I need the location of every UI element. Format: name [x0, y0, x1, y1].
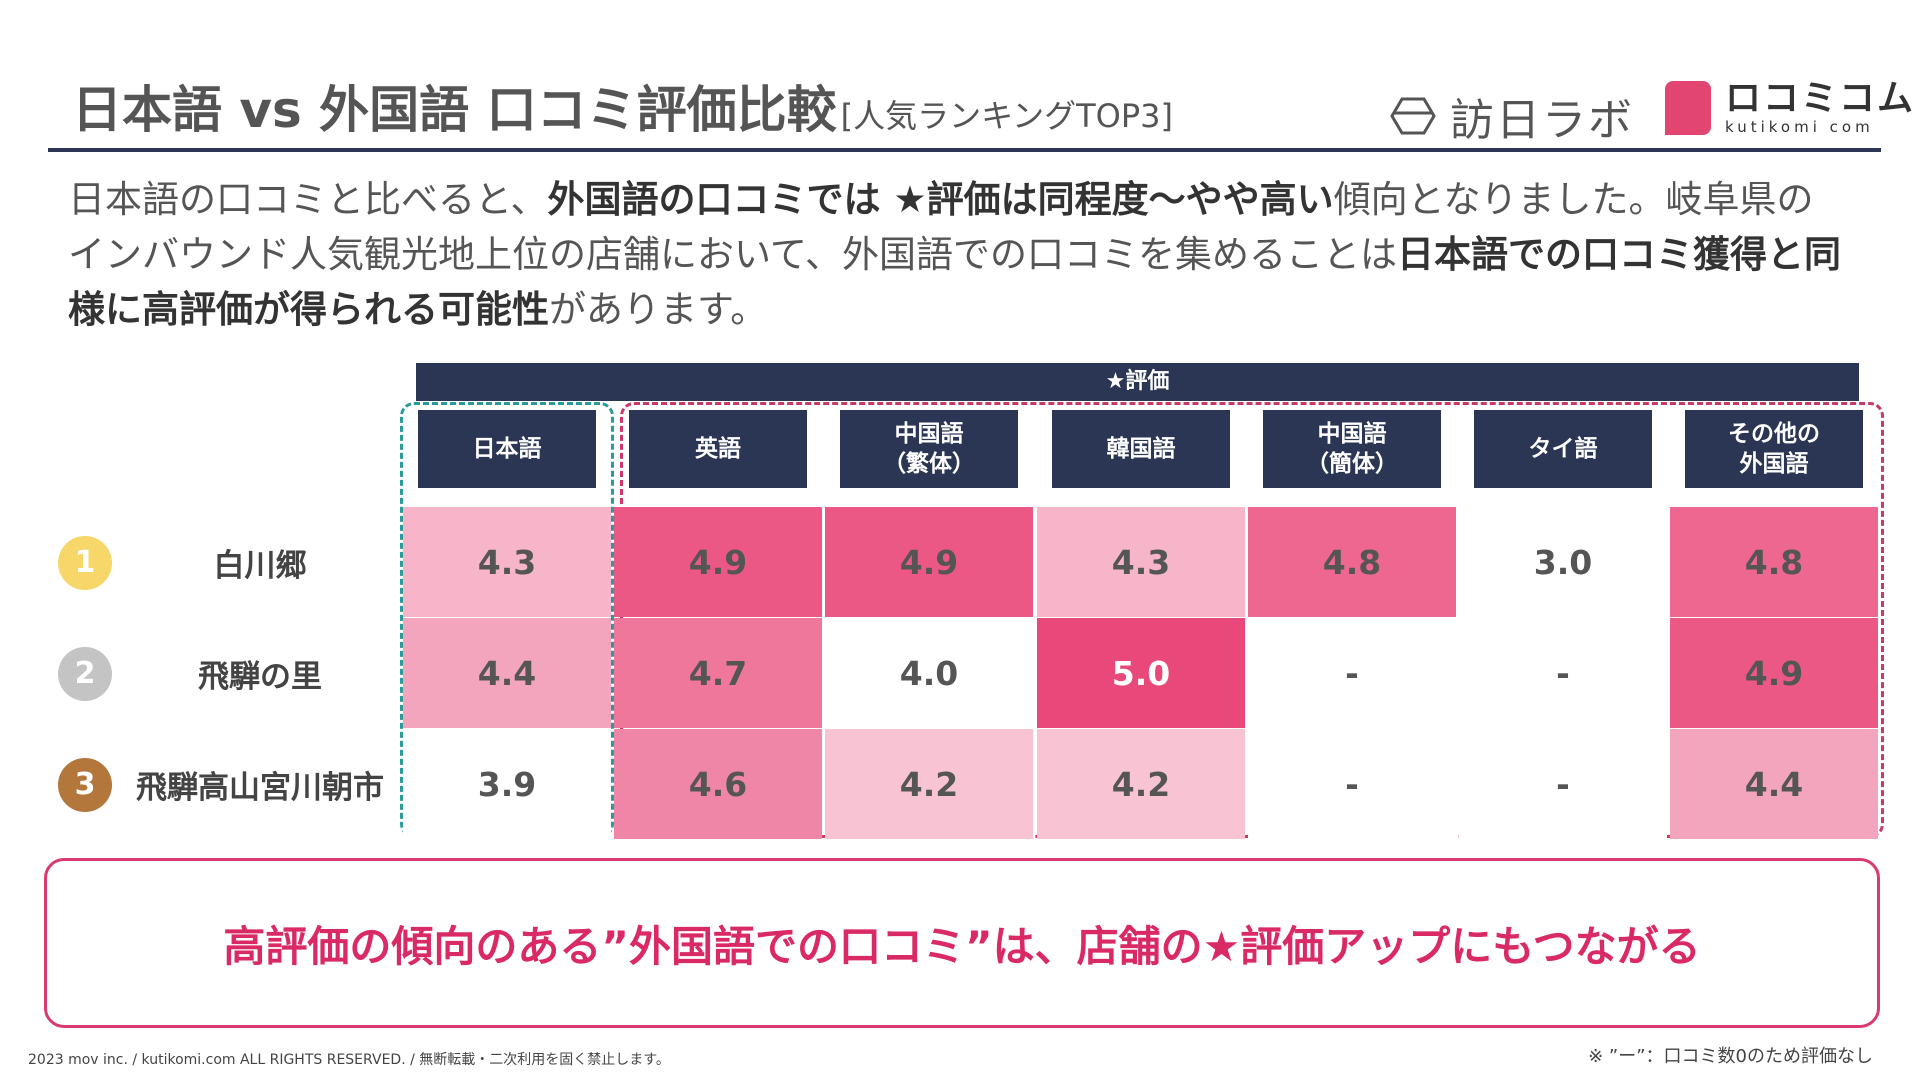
kutikomi-logo: ロコミコム kutikomi com [1665, 80, 1915, 136]
rating-cell: 4.8 [1248, 507, 1456, 617]
footnote: ※ ”ー”：口コミ数0のため評価なし [1588, 1046, 1873, 1067]
rating-cell: 4.6 [614, 729, 822, 839]
rating-cell: - [1459, 618, 1667, 728]
row-label: 2 飛騨の里 [58, 618, 408, 729]
kutikomi-logo-icon [1665, 81, 1711, 135]
conclusion-text: 高評価の傾向のある”外国語での口コミ”は、店舗の★評価アップにもつながる [223, 921, 1701, 971]
rating-cell: 4.9 [1670, 618, 1878, 728]
description-bold-1: 外国語の口コミでは ★評価は同程度〜やや高い [547, 178, 1334, 221]
rating-header-band: ★評価 [416, 363, 1859, 401]
spot-name: 飛騨高山宮川朝市 [136, 770, 384, 806]
kutikomi-logo-subtext: kutikomi com [1725, 118, 1874, 136]
spot-name: 飛騨の里 [198, 659, 322, 695]
title-text: 日本語 vs 外国語 口コミ評価比較 [72, 81, 837, 139]
spot-name: 白川郷 [213, 548, 307, 584]
column-header: 日本語 [418, 410, 596, 488]
description: 日本語の口コミと比べると、外国語の口コミでは ★評価は同程度〜やや高い傾向となり… [68, 172, 1848, 337]
rating-cell: 4.9 [825, 507, 1033, 617]
rating-cell: 4.2 [1037, 729, 1245, 839]
labo-logo-text: 訪日ラボ [1450, 95, 1634, 146]
column-header: タイ語 [1474, 410, 1652, 488]
rating-cell: 5.0 [1037, 618, 1245, 728]
rating-cell: 4.7 [614, 618, 822, 728]
copyright-footer: 2023 mov inc. / kutikomi.com ALL RIGHTS … [28, 1052, 670, 1068]
rating-cell: - [1459, 729, 1667, 839]
rating-cell: 4.8 [1670, 507, 1878, 617]
rating-cell: 4.0 [825, 618, 1033, 728]
row-label: 1 白川郷 [58, 507, 408, 618]
houniti-labo-logo: 訪日ラボ [1390, 84, 1634, 148]
rating-cell: 3.9 [403, 729, 611, 839]
rating-cell: 4.4 [403, 618, 611, 728]
conclusion-box: 高評価の傾向のある”外国語での口コミ”は、店舗の★評価アップにもつながる [44, 858, 1880, 1028]
rating-cell: - [1248, 729, 1456, 839]
rank-badge: 1 [58, 535, 112, 590]
rating-cell: 4.2 [825, 729, 1033, 839]
title-subtitle: [人気ランキングTOP3] [840, 97, 1173, 135]
column-header: 英語 [629, 410, 807, 488]
title-divider [48, 148, 1881, 152]
rank-badge: 3 [58, 757, 112, 812]
rating-cell: 4.3 [1037, 507, 1245, 617]
column-header: 中国語 （繁体） [840, 410, 1018, 488]
description-part-3: があります。 [549, 288, 768, 331]
column-header: 韓国語 [1052, 410, 1230, 488]
kutikomi-logo-text: ロコミコム [1725, 78, 1916, 119]
page-title: 日本語 vs 外国語 口コミ評価比較 [人気ランキングTOP3] [72, 70, 1173, 142]
description-bold-2: 日本語での口コミ獲得と同様に高評価が得られる可能性 [68, 233, 1842, 331]
rank-badge: 2 [58, 646, 112, 701]
column-header: 中国語 （簡体） [1263, 410, 1441, 488]
rating-cell: 4.3 [403, 507, 611, 617]
description-part-2: 傾向となりました。岐阜県のインバウンド人気観光地上位の店舗において、外国語での口… [68, 178, 1814, 276]
column-header: その他の 外国語 [1685, 410, 1863, 488]
description-part-1: 日本語の口コミと比べると、 [68, 178, 548, 221]
labo-logo-icon [1390, 97, 1436, 135]
rating-cell: 3.0 [1459, 507, 1667, 617]
rating-cell: 4.4 [1670, 729, 1878, 839]
rating-cell: - [1248, 618, 1456, 728]
row-label: 3 飛騨高山宮川朝市 [58, 729, 408, 840]
rating-cell: 4.9 [614, 507, 822, 617]
